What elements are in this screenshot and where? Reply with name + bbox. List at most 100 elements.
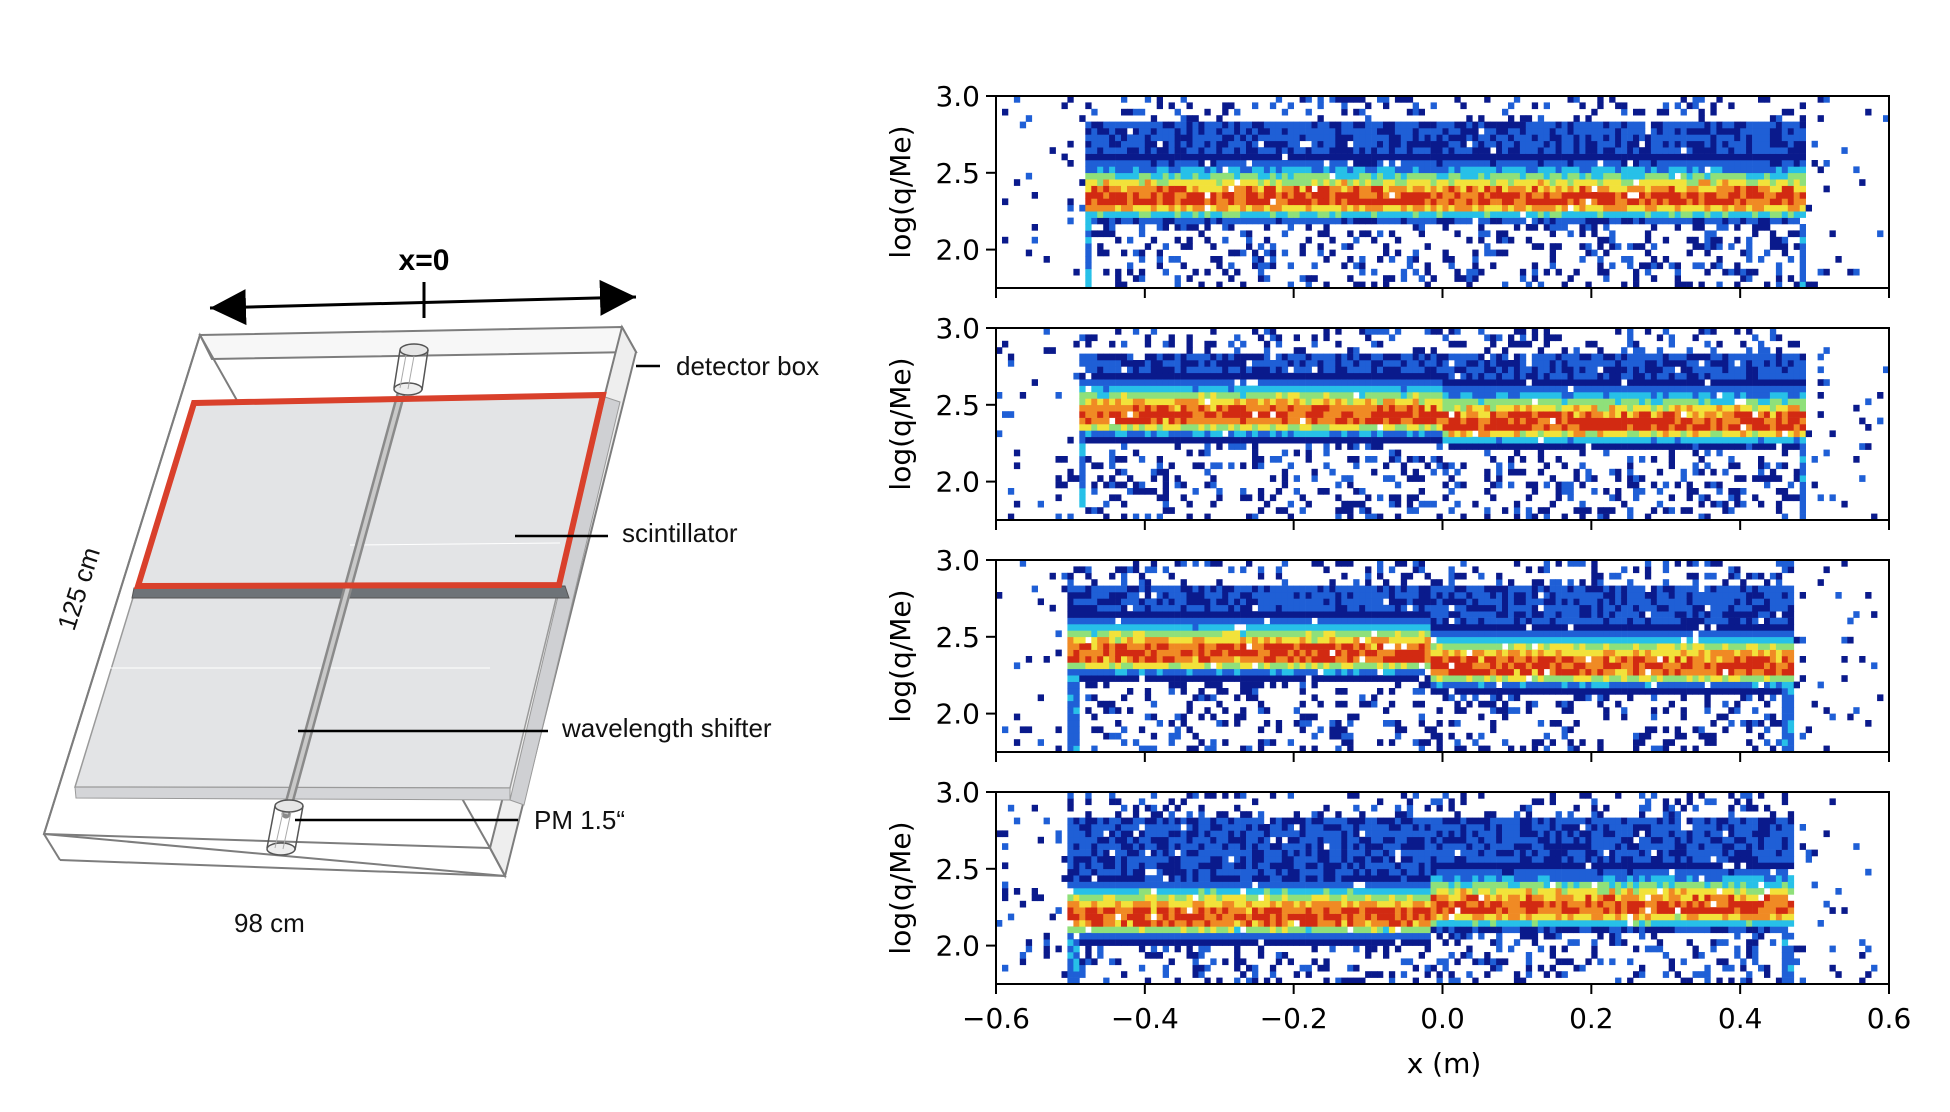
heatmap-cell: [1359, 108, 1366, 116]
heatmap-cell: [1502, 347, 1509, 354]
heatmap-cell: [1293, 436, 1300, 444]
heatmap-cell: [1549, 179, 1556, 186]
heatmap-cell: [1591, 147, 1598, 154]
heatmap-cell: [1127, 353, 1134, 361]
heatmap-cell: [1764, 475, 1771, 482]
heatmap-cell: [1210, 385, 1217, 393]
heatmap-cell: [1121, 500, 1128, 508]
heatmap-cell: [1442, 249, 1449, 257]
heatmap-cell: [1061, 572, 1068, 580]
heatmap-cell: [1186, 236, 1193, 244]
heatmap-cell: [1716, 128, 1723, 135]
heatmap-cell: [1478, 204, 1485, 212]
heatmap-cell: [1490, 366, 1497, 374]
heatmap-cell: [1644, 185, 1652, 193]
heatmap-cell: [1728, 211, 1735, 218]
heatmap-cell: [1549, 500, 1556, 508]
heatmap-cell: [1317, 134, 1324, 142]
heatmap-cell: [1347, 121, 1354, 129]
heatmap-cell: [1341, 96, 1348, 103]
heatmap-cell: [1002, 236, 1009, 244]
heatmap-cell: [1799, 443, 1806, 450]
heatmap-cell: [1549, 334, 1556, 342]
heatmap-cell: [1781, 411, 1789, 418]
heatmap-cell: [1347, 147, 1354, 154]
heatmap-cell: [1543, 185, 1550, 193]
heatmap-cell: [1293, 404, 1300, 412]
heatmap-cell: [1430, 411, 1437, 418]
heatmap-cell: [1210, 328, 1217, 335]
heatmap-cell: [1519, 268, 1527, 276]
heatmap-cell: [1430, 198, 1437, 206]
heatmap-cell: [1091, 488, 1098, 495]
heatmap-cell: [1775, 179, 1783, 186]
heatmap-cell: [996, 430, 1003, 438]
heatmap-cell: [1436, 392, 1443, 399]
heatmap-cell: [1127, 398, 1134, 406]
heatmap-cell: [1109, 372, 1116, 380]
heatmap-cell: [1799, 275, 1806, 282]
heatmap-cell: [1085, 172, 1092, 180]
heatmap-cell: [1156, 147, 1163, 154]
heatmap-cell: [1567, 153, 1574, 161]
heatmap-cell: [1597, 417, 1604, 425]
heatmap-cell: [1639, 488, 1646, 495]
heatmap-cell: [1311, 417, 1318, 425]
heatmap-cell: [1758, 430, 1765, 438]
heatmap-cell: [1293, 417, 1300, 425]
heatmap-cell: [1162, 134, 1169, 142]
heatmap-cell: [1466, 192, 1473, 199]
heatmap-cell: [1734, 262, 1741, 270]
heatmap-cell: [1454, 179, 1461, 186]
heatmap-cell: [1097, 700, 1104, 708]
heatmap-cell: [1073, 681, 1080, 689]
heatmap-cell: [1246, 153, 1253, 161]
heatmap-cell: [1240, 211, 1247, 218]
heatmap-cell: [1287, 121, 1294, 129]
heatmap-cell: [1764, 172, 1771, 180]
heatmap-cell: [1222, 379, 1229, 386]
heatmap-cell: [1091, 662, 1098, 670]
heatmap-cell: [1537, 198, 1545, 206]
heatmap-cell: [1430, 417, 1437, 425]
heatmap-cell: [1311, 204, 1318, 212]
heatmap-cell: [1579, 449, 1586, 457]
heatmap-cell: [1269, 360, 1277, 367]
heatmap-cell: [1603, 404, 1610, 412]
heatmap-cell: [1073, 732, 1080, 740]
heatmap-cell: [1686, 281, 1693, 289]
heatmap-cell: [1430, 134, 1437, 142]
heatmap-cell: [1394, 217, 1402, 225]
heatmap-cell: [1704, 404, 1711, 412]
heatmap-cell: [1168, 392, 1175, 399]
heatmap-cell: [1502, 153, 1509, 161]
heatmap-cell: [1502, 108, 1509, 116]
heatmap-cell: [1787, 430, 1795, 438]
heatmap-cell: [1508, 147, 1515, 154]
heatmap-cell: [1680, 417, 1687, 425]
heatmap-cell: [1085, 128, 1092, 135]
heatmap-cell: [1698, 436, 1705, 444]
heatmap-cell: [1180, 198, 1187, 206]
heatmap-cell: [1537, 179, 1545, 186]
heatmap-cell: [1609, 134, 1616, 142]
heatmap-cell: [1109, 494, 1116, 502]
heatmap-cell: [1603, 224, 1610, 231]
heatmap-cell: [1365, 379, 1372, 386]
heatmap-cell: [1097, 643, 1104, 650]
heatmap-cell: [1204, 128, 1211, 135]
heatmap-cell: [1138, 249, 1146, 257]
heatmap-cell: [1156, 494, 1163, 502]
heatmap-cell: [1394, 172, 1402, 180]
heatmap-cell: [1091, 417, 1098, 425]
heatmap-cell: [1692, 140, 1699, 148]
heatmap-cell: [1573, 115, 1580, 122]
heatmap-cell: [1644, 198, 1652, 206]
heatmap-cell: [1698, 172, 1705, 180]
heatmap-cell: [1531, 411, 1539, 418]
heatmap-cell: [1097, 160, 1104, 167]
heatmap-cell: [1186, 417, 1193, 425]
heatmap-cell: [1793, 230, 1800, 238]
heatmap-cell: [1519, 115, 1527, 122]
heatmap-cell: [1603, 140, 1610, 148]
